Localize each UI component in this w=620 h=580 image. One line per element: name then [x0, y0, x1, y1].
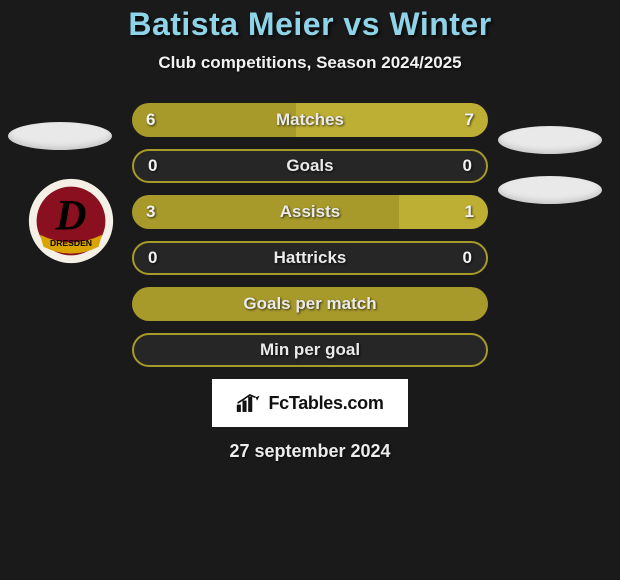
- metric-value-left: 3: [146, 195, 155, 229]
- metric-value-left: 6: [146, 103, 155, 137]
- metric-label: Hattricks: [134, 243, 486, 273]
- metric-value-right: 0: [463, 243, 472, 273]
- player-ellipse-left: [8, 122, 112, 150]
- metric-value-left: 0: [148, 151, 157, 181]
- comparison-infographic: Batista Meier vs Winter Club competition…: [0, 0, 620, 580]
- metric-bar-right: [296, 103, 488, 137]
- metric-label: Goals: [134, 151, 486, 181]
- fctables-label: FcTables.com: [268, 393, 383, 414]
- metric-bar-right: [399, 195, 488, 229]
- metric-bar-left: [132, 103, 296, 137]
- metric-bar-left: [132, 195, 399, 229]
- metric-row: Min per goal: [132, 333, 488, 367]
- fctables-watermark: FcTables.com: [212, 379, 408, 427]
- metric-value-left: 0: [148, 243, 157, 273]
- metric-row: Matches67: [132, 103, 488, 137]
- page-subtitle: Club competitions, Season 2024/2025: [0, 53, 620, 73]
- infographic-date: 27 september 2024: [0, 441, 620, 462]
- metric-bars: Matches67Goals00Assists31Hattricks00Goal…: [132, 103, 488, 367]
- metric-row: Assists31: [132, 195, 488, 229]
- metric-value-right: 0: [463, 151, 472, 181]
- metric-value-right: 1: [465, 195, 474, 229]
- page-title: Batista Meier vs Winter: [0, 6, 620, 43]
- club-badge-left: D DRESDEN: [28, 178, 114, 264]
- metric-row: Goals0 0: [132, 149, 488, 183]
- metric-label: Min per goal: [134, 335, 486, 365]
- metric-row: Goals per match: [132, 287, 488, 321]
- club-badge-icon: D DRESDEN: [28, 178, 114, 264]
- svg-text:D: D: [54, 193, 86, 240]
- metric-row: Hattricks0 0: [132, 241, 488, 275]
- player-ellipse-right: [498, 126, 602, 154]
- fctables-logo-icon: [236, 392, 262, 414]
- metric-bar-left: [132, 287, 488, 321]
- player-ellipse-right-2: [498, 176, 602, 204]
- metric-value-right: 7: [465, 103, 474, 137]
- svg-text:DRESDEN: DRESDEN: [50, 238, 92, 248]
